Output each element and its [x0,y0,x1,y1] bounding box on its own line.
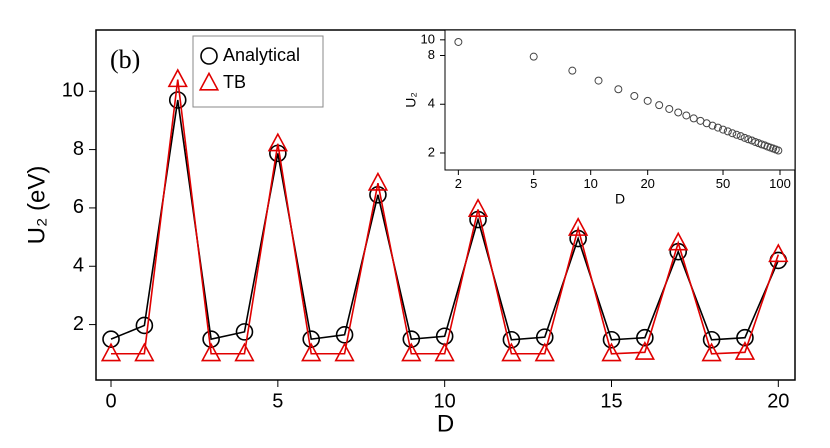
marker [167,68,188,88]
marker [708,121,717,130]
marker [734,341,756,360]
y-axis-label: U₂ [403,92,419,108]
marker [267,132,288,152]
marker [665,104,674,113]
series-line [111,79,780,355]
marker [534,342,555,362]
y-tick-label: 4 [428,96,435,111]
marker [402,330,421,348]
marker [501,342,522,362]
marker [134,342,155,362]
x-tick-label: 2 [455,176,462,191]
marker [630,91,639,100]
marker [614,85,623,94]
marker [334,342,355,362]
x-axis-label: D [437,410,454,437]
x-tick-label: 10 [434,390,456,412]
y-tick-label: 4 [73,255,84,277]
marker [568,66,577,75]
marker [774,146,783,155]
plot-frame [444,29,796,171]
marker [454,37,463,46]
y-axis-label: U₂ (eV) [23,166,50,245]
marker [594,76,603,85]
marker [467,198,489,217]
marker [302,330,321,348]
x-tick-label: 0 [105,390,116,412]
marker [643,96,652,105]
marker [689,114,698,123]
marker [723,127,732,136]
legend-label: TB [223,72,246,92]
marker [200,342,222,362]
marker [602,330,621,349]
x-tick-label: 100 [769,176,791,191]
marker [702,330,721,349]
marker [713,123,722,132]
y-tick-label: 10 [421,31,435,46]
marker [601,342,622,362]
x-axis-label: D [615,190,625,206]
marker [502,330,521,349]
y-tick-label: 8 [428,47,435,62]
marker [529,52,538,61]
marker [719,125,728,134]
marker [736,328,754,347]
x-tick-label: 20 [767,390,789,412]
marker [636,328,654,347]
marker [768,243,789,263]
legend-marker [198,71,220,91]
marker [655,101,664,110]
y-tick-label: 8 [73,138,84,160]
x-tick-label: 5 [272,390,283,412]
marker [740,133,749,142]
legend-label: Analytical [223,45,300,65]
x-tick-label: 15 [600,390,622,412]
marker [102,330,120,348]
marker [401,342,422,362]
x-tick-label: 5 [530,176,537,191]
marker [668,231,689,251]
marker [367,171,389,191]
marker [682,111,691,120]
marker [234,342,255,362]
panel-label: (b) [110,45,140,74]
marker [235,323,254,341]
marker [100,342,122,362]
y-tick-label: 2 [73,313,84,335]
marker [135,316,154,335]
x-tick-label: 10 [583,176,597,191]
marker [732,130,741,139]
legend-box [192,35,324,108]
y-tick-label: 10 [62,80,84,102]
marker [744,135,753,144]
marker [701,342,722,362]
marker [736,132,745,141]
marker [728,129,737,138]
x-tick-label: 20 [640,176,654,191]
marker [674,108,683,117]
marker [168,91,187,109]
y-tick-label: 2 [428,144,435,159]
x-tick-label: 50 [716,176,730,191]
marker [634,341,655,360]
marker [301,342,322,362]
legend-marker [200,47,218,65]
marker [434,342,455,362]
marker [567,217,589,236]
y-tick-label: 6 [73,196,84,218]
